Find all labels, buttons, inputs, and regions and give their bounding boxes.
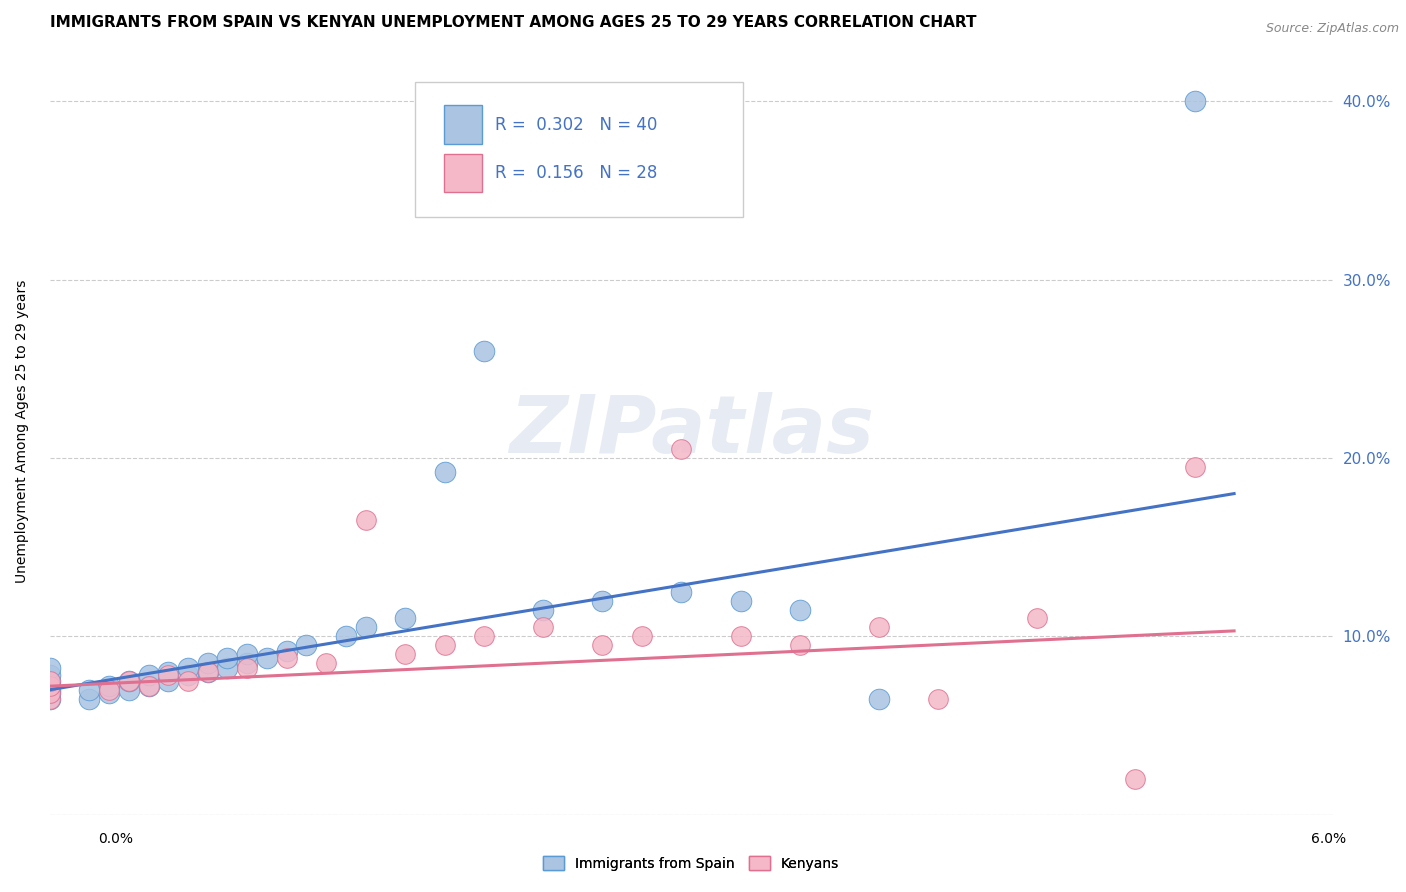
Point — [38, 668, 60, 682]
Point — [38, 682, 60, 697]
Point — [217, 650, 239, 665]
Point — [789, 602, 811, 616]
Point — [354, 513, 377, 527]
Point — [394, 647, 416, 661]
FancyBboxPatch shape — [444, 105, 482, 144]
Point — [177, 673, 200, 688]
Text: R =  0.302   N = 40: R = 0.302 N = 40 — [495, 115, 658, 134]
Point — [531, 602, 554, 616]
Point — [177, 668, 200, 682]
Point — [157, 665, 180, 679]
Point — [592, 638, 614, 652]
Point — [98, 686, 121, 700]
Point — [98, 679, 121, 693]
Point — [138, 668, 160, 682]
Y-axis label: Unemployment Among Ages 25 to 29 years: Unemployment Among Ages 25 to 29 years — [15, 279, 30, 582]
Point — [256, 650, 278, 665]
Point — [118, 673, 141, 688]
Point — [197, 665, 219, 679]
Point — [927, 691, 949, 706]
Point — [671, 442, 693, 456]
Point — [38, 679, 60, 693]
Point — [38, 691, 60, 706]
Point — [315, 656, 337, 670]
Point — [671, 584, 693, 599]
Point — [789, 638, 811, 652]
Text: R =  0.156   N = 28: R = 0.156 N = 28 — [495, 164, 658, 182]
Point — [38, 679, 60, 693]
Point — [531, 620, 554, 634]
Point — [433, 465, 456, 479]
Point — [868, 620, 890, 634]
Point — [217, 661, 239, 675]
Point — [138, 679, 160, 693]
Point — [38, 673, 60, 688]
Point — [157, 668, 180, 682]
Point — [1025, 611, 1047, 625]
Point — [98, 682, 121, 697]
Point — [38, 686, 60, 700]
Point — [38, 691, 60, 706]
Point — [276, 643, 298, 657]
Legend: Immigrants from Spain, Kenyans: Immigrants from Spain, Kenyans — [538, 851, 845, 877]
Point — [38, 686, 60, 700]
Text: 0.0%: 0.0% — [98, 832, 132, 846]
FancyBboxPatch shape — [444, 153, 482, 192]
Point — [79, 691, 101, 706]
Point — [295, 638, 318, 652]
Point — [236, 661, 259, 675]
FancyBboxPatch shape — [415, 82, 742, 217]
Point — [730, 593, 752, 607]
Point — [472, 343, 495, 358]
Point — [730, 629, 752, 643]
Point — [177, 661, 200, 675]
Point — [631, 629, 654, 643]
Point — [354, 620, 377, 634]
Point — [38, 661, 60, 675]
Text: IMMIGRANTS FROM SPAIN VS KENYAN UNEMPLOYMENT AMONG AGES 25 TO 29 YEARS CORRELATI: IMMIGRANTS FROM SPAIN VS KENYAN UNEMPLOY… — [49, 15, 976, 30]
Point — [118, 673, 141, 688]
Point — [868, 691, 890, 706]
Point — [38, 673, 60, 688]
Point — [472, 629, 495, 643]
Point — [1125, 772, 1147, 786]
Point — [157, 673, 180, 688]
Text: Source: ZipAtlas.com: Source: ZipAtlas.com — [1265, 22, 1399, 36]
Point — [138, 679, 160, 693]
Point — [433, 638, 456, 652]
Point — [276, 650, 298, 665]
Point — [236, 656, 259, 670]
Point — [335, 629, 357, 643]
Point — [197, 665, 219, 679]
Point — [197, 656, 219, 670]
Text: 6.0%: 6.0% — [1312, 832, 1346, 846]
Point — [592, 593, 614, 607]
Point — [1184, 95, 1206, 109]
Point — [1184, 459, 1206, 474]
Point — [236, 647, 259, 661]
Text: ZIPatlas: ZIPatlas — [509, 392, 873, 470]
Point — [79, 682, 101, 697]
Point — [118, 682, 141, 697]
Point — [394, 611, 416, 625]
